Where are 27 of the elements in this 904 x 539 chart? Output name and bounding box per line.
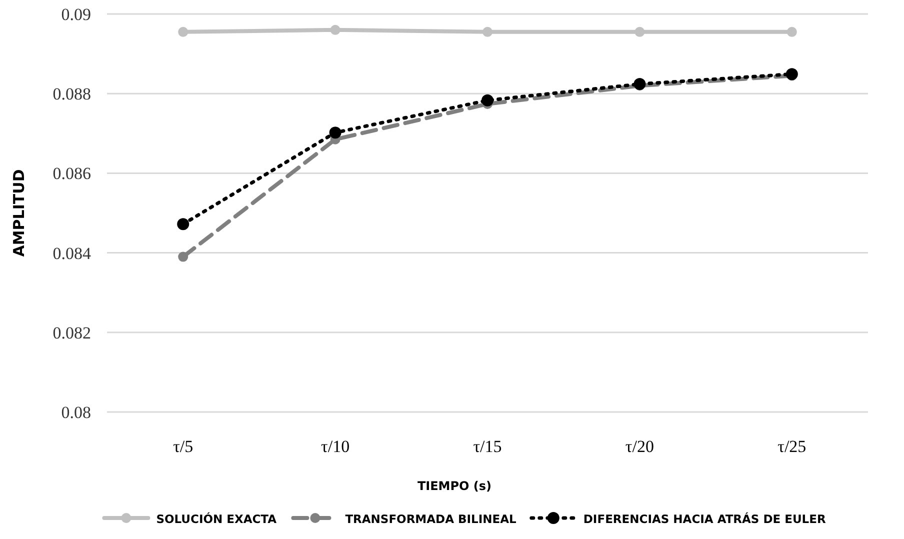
y-tick-label: 0.086	[52, 164, 91, 184]
y-tick-label: 0.088	[52, 84, 91, 104]
point	[634, 26, 645, 37]
point	[330, 24, 340, 35]
x-tick-label: τ/25	[778, 437, 806, 456]
legend-label: SOLUCIÓN EXACTA	[156, 512, 277, 526]
point	[177, 218, 190, 230]
point	[178, 252, 188, 262]
point	[634, 78, 646, 90]
point	[786, 26, 797, 37]
x-tick-label: τ/20	[625, 437, 654, 456]
legend-label: TRANSFORMADA BILINEAL	[345, 512, 518, 526]
point	[329, 126, 342, 139]
x-tick-label: τ/15	[473, 437, 502, 456]
y-tick-label: 0.08	[61, 402, 91, 422]
x-tick-label: τ/10	[321, 437, 350, 456]
point	[482, 94, 494, 106]
y-tick-label: 0.09	[61, 4, 91, 24]
point	[482, 26, 492, 37]
legend-label: DIFERENCIAS HACIA ATRÁS DE EULER	[583, 512, 826, 526]
y-tick-label: 0.084	[52, 244, 92, 263]
y-axis-title: AMPLITUD	[10, 169, 28, 257]
point	[786, 68, 798, 80]
y-tick-label: 0.082	[52, 323, 91, 342]
point	[178, 26, 188, 37]
x-axis-title: TIEMPO (s)	[417, 479, 492, 493]
x-tick-label: τ/5	[173, 437, 194, 456]
